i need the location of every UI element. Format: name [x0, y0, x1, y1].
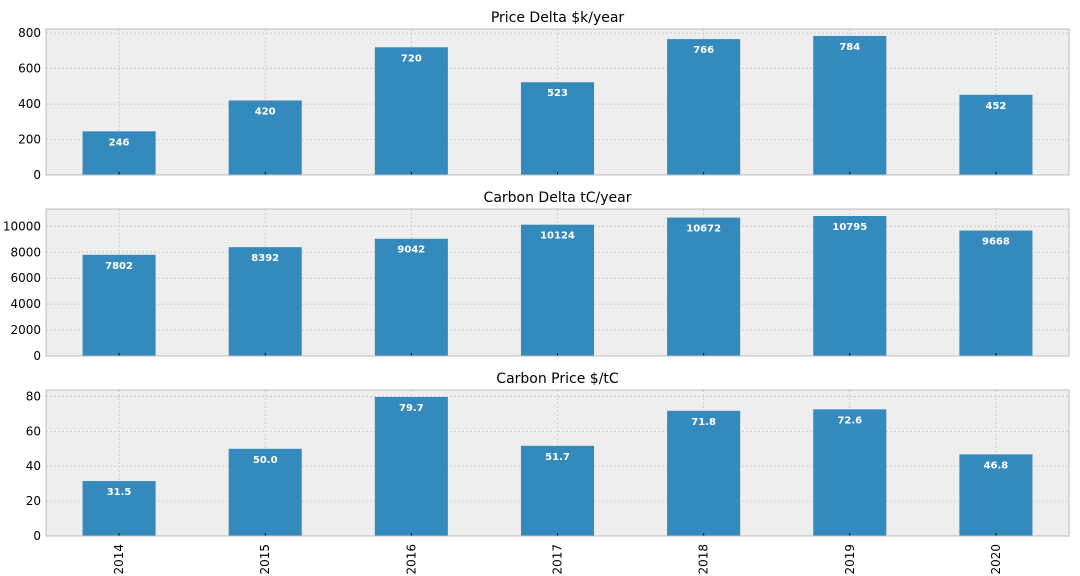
y-tick-label: 200 [18, 133, 41, 147]
y-tick-label: 8000 [10, 245, 41, 259]
bar-2018 [667, 217, 741, 356]
subplot-3: 0 20 40 60 80 31.5 50.0 79.7 51.7 71.8 72.6 46.8 201… [26, 371, 1070, 575]
bar-2014 [82, 131, 156, 175]
bar-2020 [959, 94, 1033, 175]
subplot-title: Price Delta $k/year [491, 10, 625, 26]
bar-value-label: 766 [693, 45, 714, 56]
bar-2016 [374, 47, 448, 176]
x-tick-label: 2017 [551, 544, 565, 575]
bar-value-label: 7802 [105, 261, 133, 272]
bar-value-label: 10124 [540, 231, 575, 242]
x-tick-label: 2016 [404, 544, 418, 575]
y-tick-label: 2000 [10, 323, 41, 337]
bar-2014 [82, 254, 156, 356]
bar-value-label: 9042 [397, 245, 425, 256]
bar-2018 [667, 410, 741, 536]
y-tick-label: 20 [26, 494, 41, 508]
y-tick-label: 40 [26, 459, 41, 473]
y-tick-label: 4000 [10, 297, 41, 311]
bar-value-label: 31.5 [107, 487, 132, 498]
subplot-1: 0 200 400 600 800 246 420 720 523 766 784 452 Price … [18, 10, 1070, 182]
bar-2017 [520, 82, 595, 175]
bar-2018 [667, 39, 741, 175]
x-tick-label: 2014 [112, 544, 126, 575]
y-tick-label: 0 [33, 529, 41, 543]
bar-2017 [520, 224, 595, 356]
bar-2015 [228, 100, 302, 175]
bar-2014 [82, 481, 156, 536]
x-tick-label: 2020 [989, 544, 1003, 575]
plot-frame [45, 28, 1070, 176]
bar-2019 [813, 409, 887, 536]
bar-value-label: 79.7 [399, 403, 424, 414]
bar-value-label: 246 [109, 137, 130, 148]
subplot-title: Carbon Price $/tC [496, 371, 619, 387]
bar-value-label: 46.8 [984, 460, 1009, 471]
subplot-title: Carbon Delta tC/year [484, 190, 632, 206]
y-tick-label: 6000 [10, 271, 41, 285]
y-tick-label: 400 [18, 97, 41, 111]
bar-value-label: 72.6 [837, 415, 862, 426]
bar-2020 [959, 230, 1033, 356]
y-tick-label: 800 [18, 26, 41, 40]
plot-frame [45, 389, 1070, 537]
bar-2017 [520, 445, 595, 536]
y-tick-label: 600 [18, 62, 41, 76]
bar-value-label: 50.0 [253, 455, 278, 466]
bar-2016 [374, 238, 448, 356]
bar-value-label: 9668 [982, 237, 1010, 248]
bar-value-label: 784 [839, 42, 860, 53]
y-tick-label: 0 [33, 168, 41, 182]
bar-2015 [228, 247, 302, 356]
bar-value-label: 10672 [686, 224, 721, 235]
bar-value-label: 51.7 [545, 452, 570, 463]
bar-value-label: 8392 [251, 253, 279, 264]
plot-frame [45, 208, 1070, 357]
bar-value-label: 10795 [832, 222, 867, 233]
bar-value-label: 720 [401, 53, 422, 64]
y-tick-label: 80 [26, 389, 41, 403]
bar-value-label: 71.8 [691, 417, 716, 428]
bar-2015 [228, 448, 302, 536]
bar-value-label: 452 [985, 101, 1006, 112]
x-tick-label: 2015 [258, 544, 272, 575]
x-tick-label: 2019 [843, 544, 857, 575]
y-tick-label: 10000 [3, 219, 41, 233]
bar-value-label: 420 [255, 106, 276, 117]
bar-2019 [813, 216, 887, 356]
y-tick-label: 0 [33, 349, 41, 363]
x-tick-label: 2018 [697, 544, 711, 575]
bar-2016 [374, 396, 448, 536]
y-tick-label: 60 [26, 424, 41, 438]
bar-2020 [959, 454, 1033, 536]
bar-2019 [813, 35, 887, 175]
bar-value-label: 523 [547, 88, 568, 99]
subplot-2: 0 2000 4000 6000 8000 10000 7802 8392 9042 10124 1… [3, 190, 1070, 363]
